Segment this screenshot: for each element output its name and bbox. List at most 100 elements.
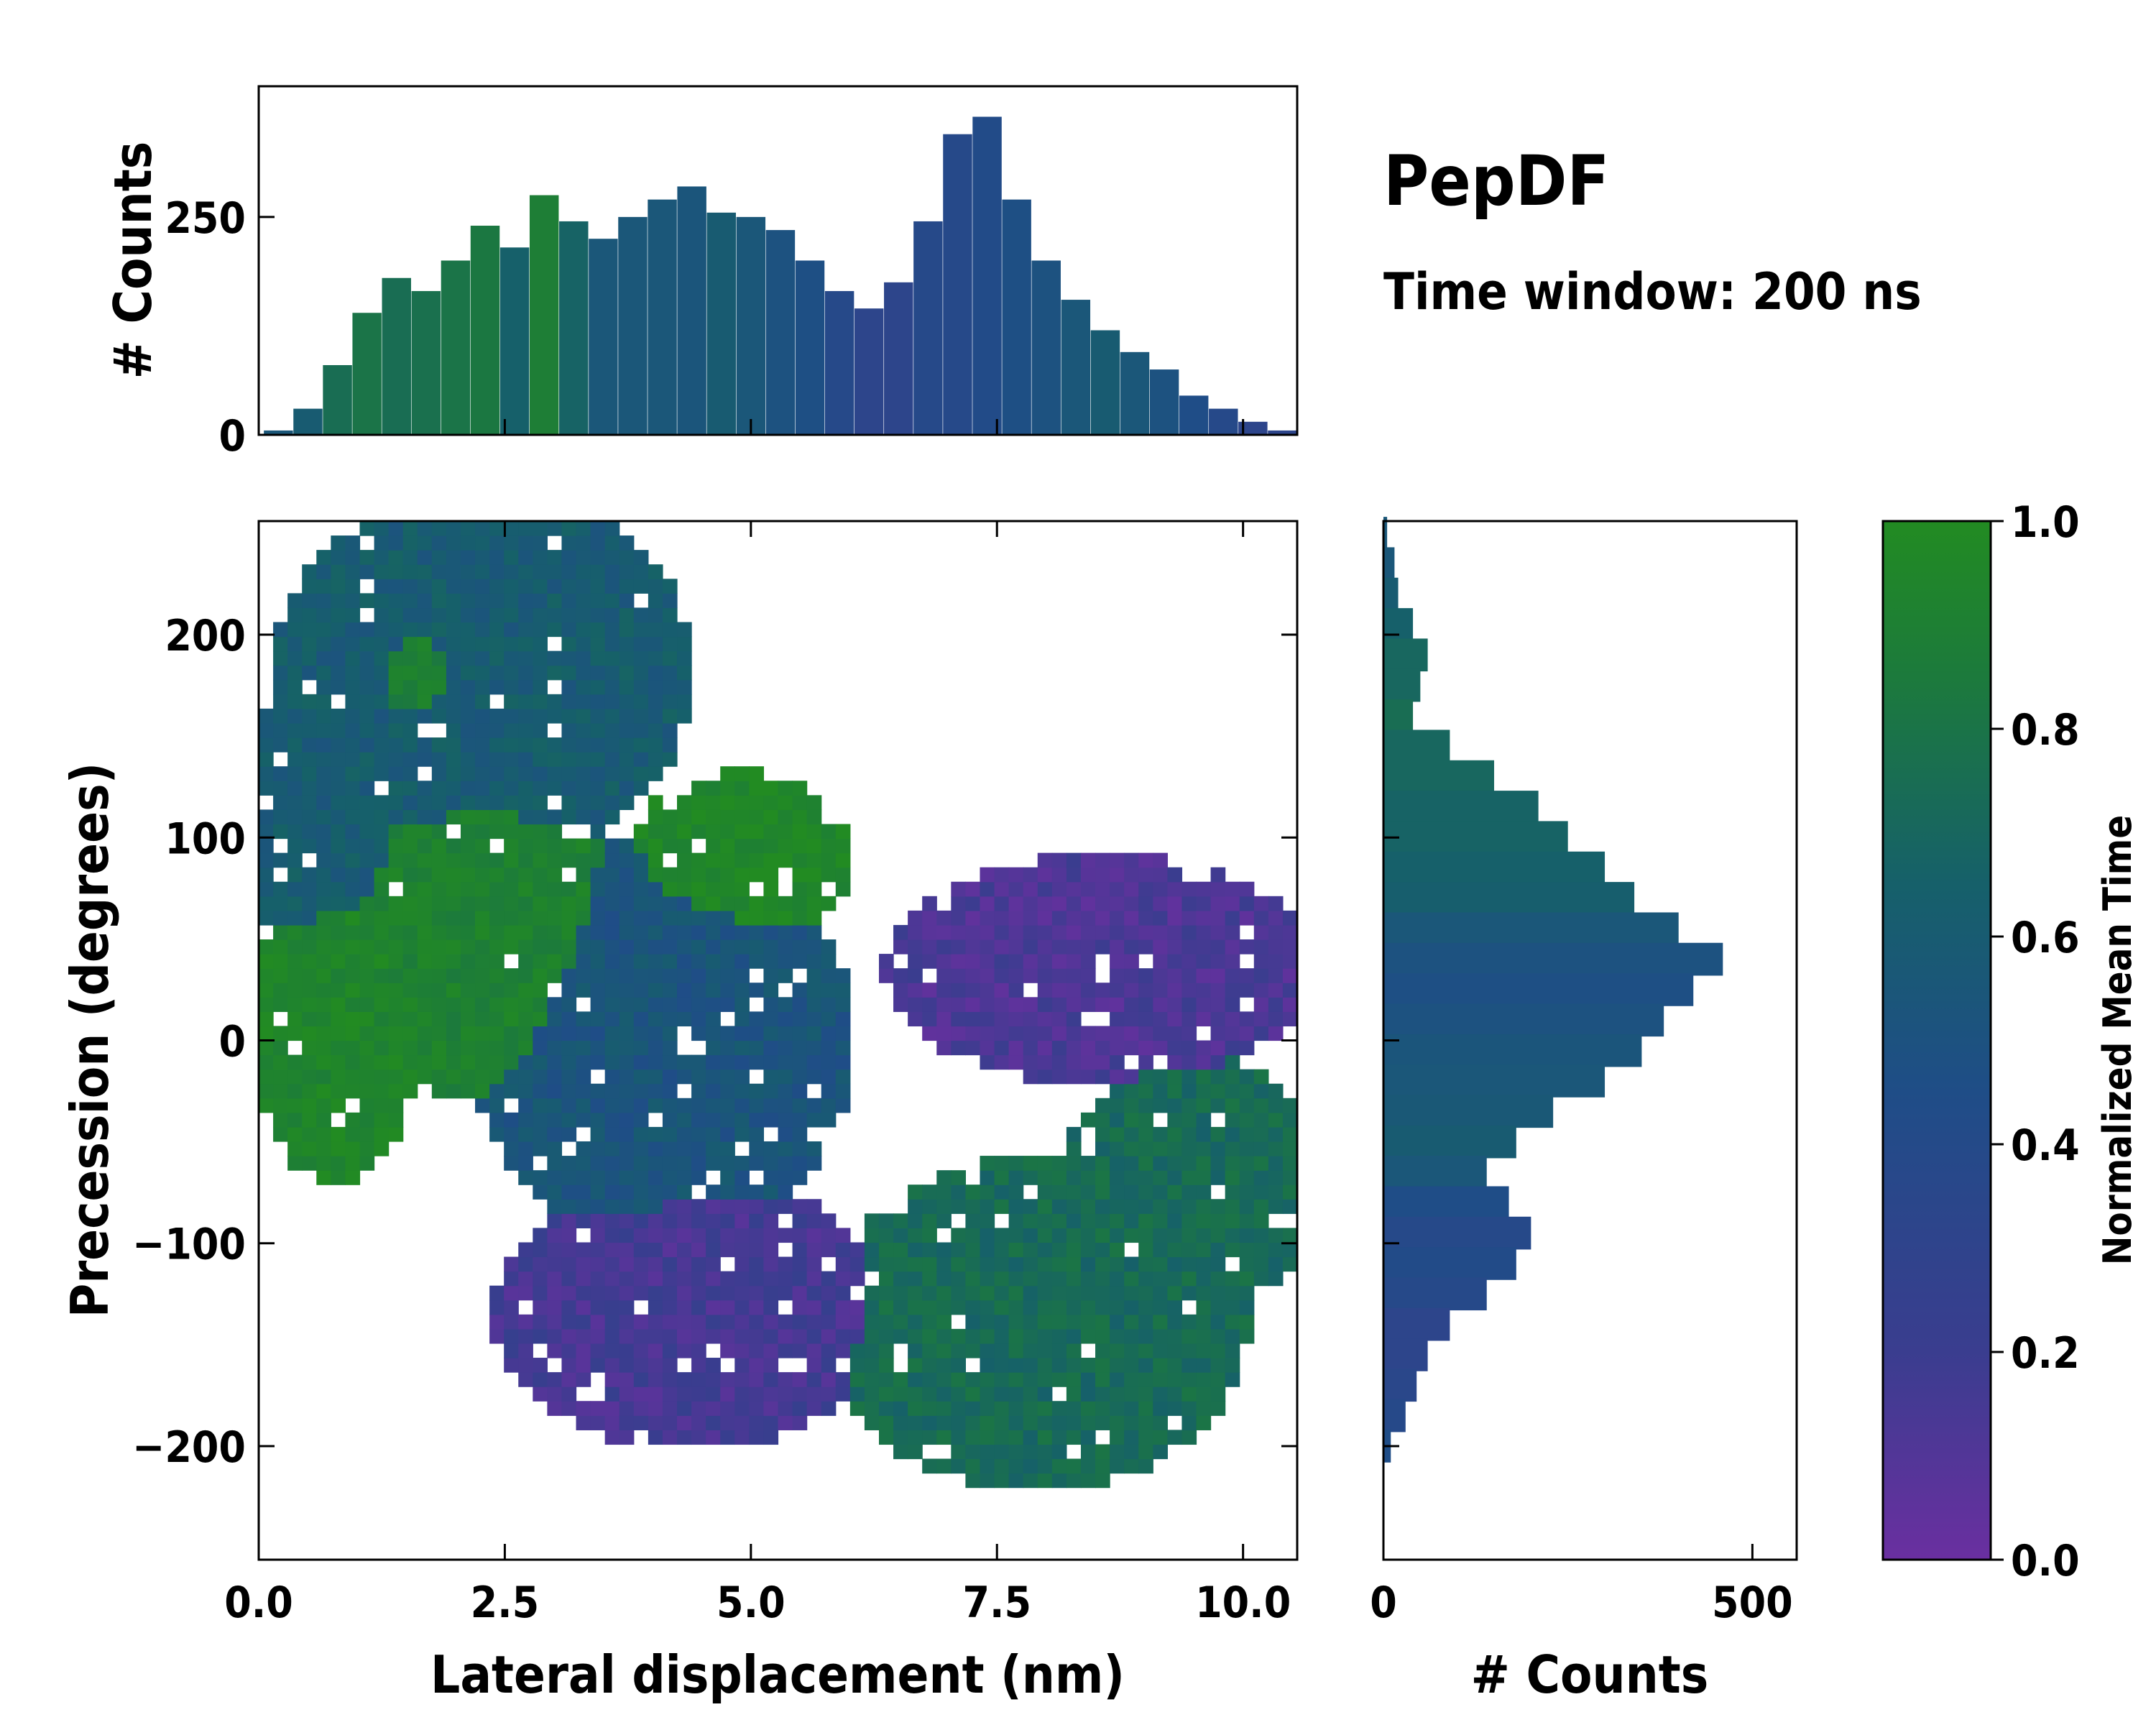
- heatmap-cell: [965, 1271, 981, 1287]
- heatmap-cell: [1167, 939, 1183, 954]
- heatmap-cell: [706, 1069, 721, 1085]
- top-hist-bar: [736, 216, 766, 436]
- heatmap-cell: [604, 737, 620, 753]
- heatmap-cell: [1153, 1170, 1168, 1185]
- heatmap-cell: [951, 1401, 966, 1416]
- heatmap-cell: [908, 1386, 923, 1402]
- heatmap-cell: [792, 1126, 808, 1142]
- heatmap-cell: [1037, 924, 1053, 940]
- heatmap-cell: [504, 1141, 519, 1156]
- heatmap-cell: [1153, 1098, 1168, 1113]
- heatmap-cell: [792, 824, 808, 840]
- heatmap-cell: [345, 564, 361, 579]
- heatmap-cell: [1225, 1199, 1240, 1214]
- right-x-tick-label: 0: [1370, 1578, 1397, 1628]
- heatmap-cell: [849, 1300, 865, 1315]
- heatmap-cell: [1153, 1256, 1168, 1272]
- heatmap-cell: [1080, 954, 1096, 969]
- heatmap-cell: [619, 1141, 635, 1156]
- heatmap-cell: [648, 997, 663, 1012]
- heatmap-cell: [287, 896, 303, 911]
- heatmap-cell: [1066, 1054, 1082, 1070]
- heatmap-cell: [1181, 1011, 1197, 1027]
- heatmap-cell: [1037, 1199, 1053, 1214]
- heatmap-cell: [763, 824, 779, 840]
- heatmap-cell: [446, 694, 461, 709]
- heatmap-cell: [821, 1054, 837, 1070]
- heatmap-cell: [1239, 1126, 1255, 1142]
- heatmap-cell: [980, 896, 995, 911]
- heatmap-cell: [1153, 1213, 1168, 1228]
- heatmap-cell: [460, 824, 476, 840]
- heatmap-cell: [446, 550, 461, 565]
- heatmap-cell: [1095, 1343, 1110, 1358]
- heatmap-cell: [648, 954, 663, 969]
- heatmap-cell: [908, 910, 923, 926]
- heatmap-cell: [619, 1328, 635, 1344]
- heatmap-cell: [648, 636, 663, 652]
- heatmap-cell: [417, 679, 433, 695]
- heatmap-cell: [633, 824, 649, 840]
- heatmap-cell: [302, 1098, 317, 1113]
- heatmap-cell: [792, 809, 808, 825]
- heatmap-cell: [648, 1386, 663, 1402]
- heatmap-cell: [662, 579, 678, 594]
- heatmap-cell: [1253, 1242, 1269, 1258]
- heatmap-cell: [388, 1040, 404, 1056]
- heatmap-cell: [734, 1285, 750, 1301]
- heatmap-cell: [951, 1242, 966, 1258]
- heatmap-cell: [590, 1242, 606, 1258]
- heatmap-cell: [706, 954, 721, 969]
- heatmap-cell: [648, 1069, 663, 1085]
- heatmap-cell: [806, 1372, 822, 1387]
- heatmap-cell: [1268, 1271, 1284, 1287]
- heatmap-cell: [648, 737, 663, 753]
- heatmap-cell: [604, 1386, 620, 1402]
- heatmap-cell: [331, 1069, 346, 1085]
- heatmap-cell: [1110, 910, 1125, 926]
- heatmap-cell: [994, 1473, 1010, 1489]
- heatmap-cell: [302, 1011, 317, 1027]
- heatmap-cell: [1181, 1328, 1197, 1344]
- heatmap-cell: [446, 737, 461, 753]
- heatmap-cell: [1268, 1242, 1284, 1258]
- heatmap-cell: [749, 795, 765, 810]
- heatmap-cell: [893, 1256, 908, 1272]
- heatmap-cell: [504, 1300, 519, 1315]
- heatmap-cell: [561, 1300, 577, 1315]
- heatmap-cell: [402, 1026, 418, 1041]
- top-hist-bar: [1090, 330, 1120, 435]
- heatmap-cell: [619, 722, 635, 738]
- heatmap-cell: [1037, 1256, 1053, 1272]
- heatmap-cell: [1008, 924, 1024, 940]
- heatmap-cell: [417, 781, 433, 796]
- heatmap-cell: [576, 1343, 591, 1358]
- heatmap-cell: [1282, 1256, 1298, 1272]
- heatmap-cell: [576, 939, 591, 954]
- heatmap-cell: [619, 708, 635, 724]
- heatmap-cell: [677, 1401, 692, 1416]
- heatmap-cell: [749, 1228, 765, 1243]
- heatmap-cell: [359, 1054, 375, 1070]
- heatmap-cell: [504, 1011, 519, 1027]
- heatmap-cell: [590, 838, 606, 854]
- heatmap-cell: [402, 665, 418, 681]
- heatmap-cell: [633, 1328, 649, 1344]
- heatmap-cell: [908, 1213, 923, 1228]
- heatmap-cell: [792, 1098, 808, 1113]
- heatmap-cell: [778, 1372, 793, 1387]
- heatmap-cell: [864, 1228, 880, 1243]
- heatmap-cell: [316, 983, 331, 998]
- heatmap-cell: [331, 838, 346, 854]
- heatmap-cell: [1167, 954, 1183, 969]
- heatmap-cell: [533, 1372, 548, 1387]
- heatmap-cell: [936, 1314, 952, 1330]
- heatmap-cell: [662, 1343, 678, 1358]
- heatmap-cell: [1225, 896, 1240, 911]
- heatmap-cell: [561, 737, 577, 753]
- heatmap-cell: [1268, 1199, 1284, 1214]
- figure-title: PepDF: [1383, 141, 1609, 221]
- heatmap-cell: [677, 924, 692, 940]
- heatmap-cell: [1210, 1213, 1226, 1228]
- heatmap-cell: [677, 1314, 692, 1330]
